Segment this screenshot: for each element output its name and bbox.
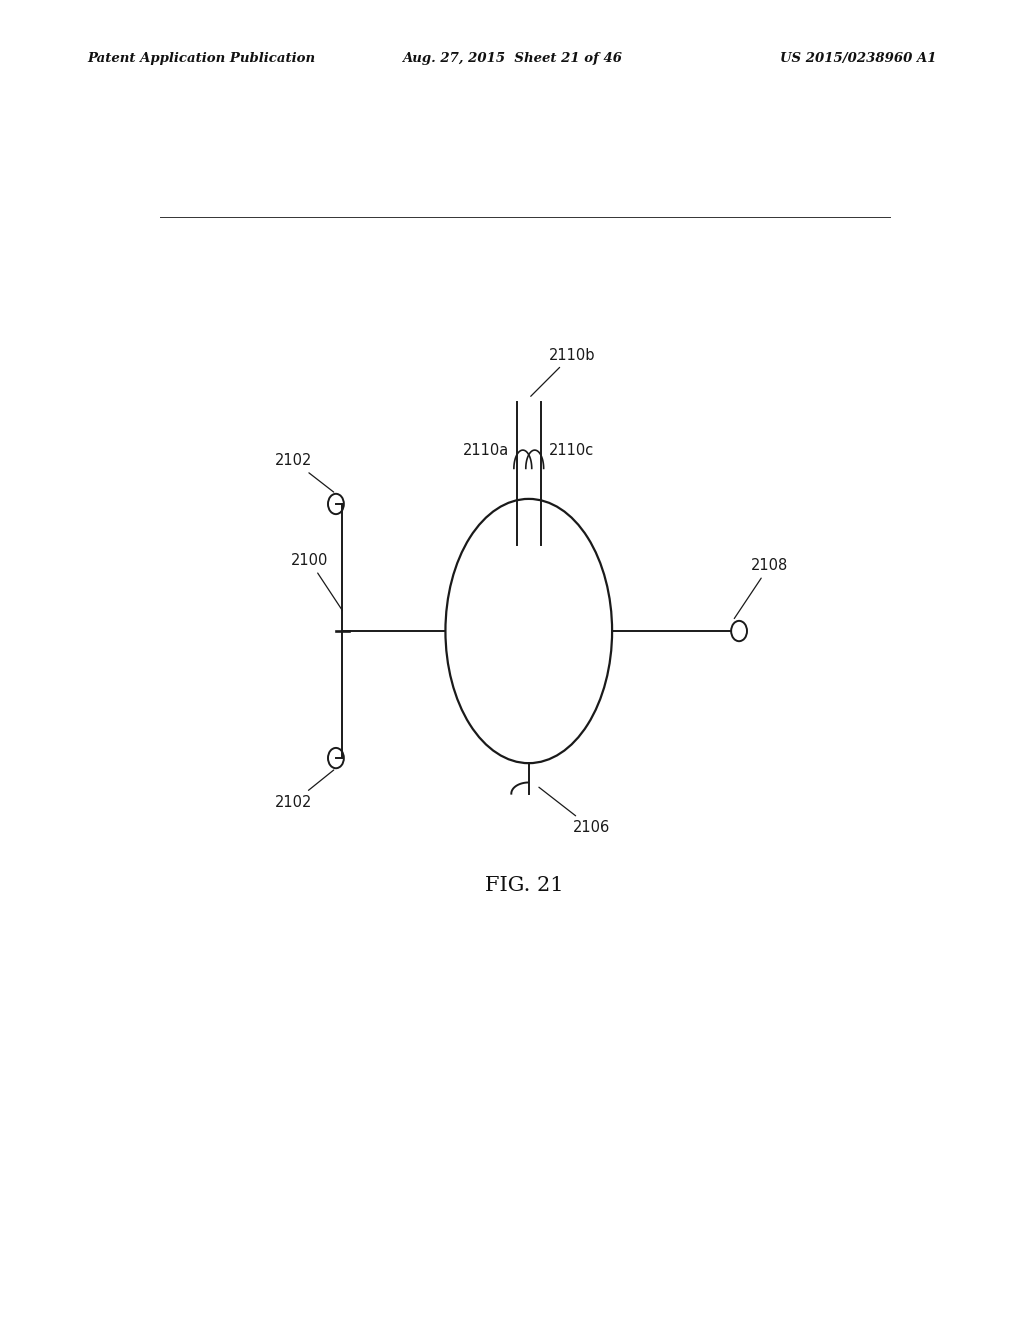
- Text: Patent Application Publication: Patent Application Publication: [87, 51, 315, 65]
- Text: 2108: 2108: [734, 558, 788, 619]
- Text: 2110c: 2110c: [549, 442, 594, 458]
- Text: 2106: 2106: [539, 787, 609, 836]
- Text: Aug. 27, 2015  Sheet 21 of 46: Aug. 27, 2015 Sheet 21 of 46: [402, 51, 622, 65]
- Text: US 2015/0238960 A1: US 2015/0238960 A1: [780, 51, 937, 65]
- Text: FIG. 21: FIG. 21: [485, 875, 564, 895]
- Text: 2102: 2102: [274, 770, 334, 810]
- Text: 2100: 2100: [291, 553, 342, 610]
- Text: 2102: 2102: [274, 453, 334, 492]
- Text: 2110b: 2110b: [530, 347, 595, 396]
- Text: 2110a: 2110a: [463, 442, 509, 458]
